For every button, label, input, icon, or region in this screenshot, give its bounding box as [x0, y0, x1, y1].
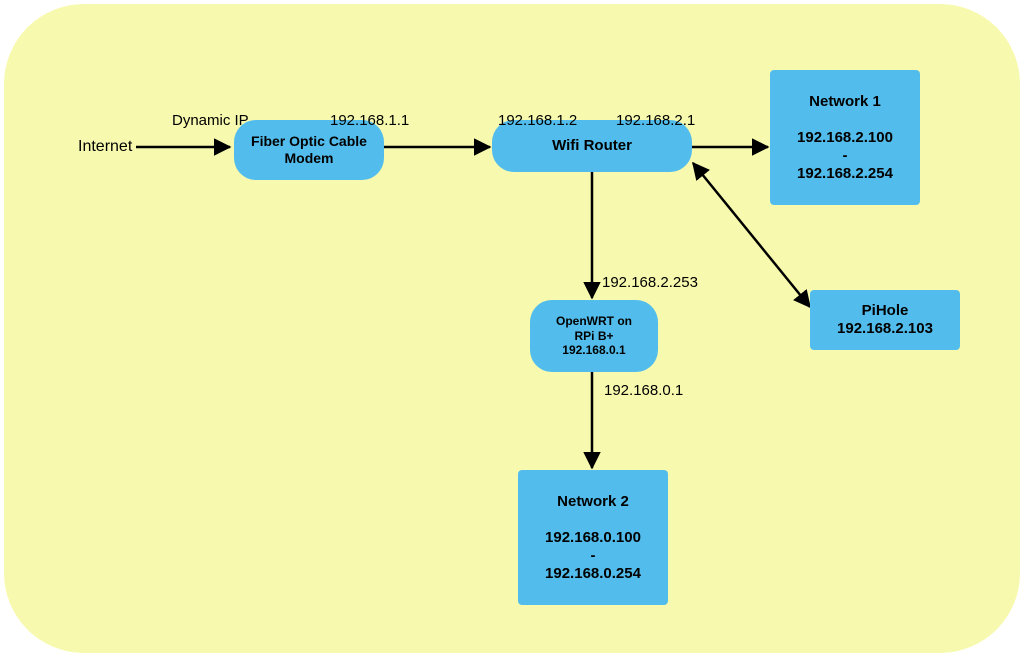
node-net2: Network 2 192.168.0.100 - 192.168.0.254 — [518, 470, 668, 605]
edge-label-e_router_openwrt-a: 192.168.2.253 — [602, 274, 698, 291]
node-modem: Fiber Optic Cable Modem — [234, 120, 384, 180]
node-net1: Network 1 192.168.2.100 - 192.168.2.254 — [770, 70, 920, 205]
internet-source-label: Internet — [78, 138, 132, 156]
edge-label-e_internet_modem-b: 192.168.1.1 — [330, 112, 409, 129]
edge-label-e_modem_router-a: 192.168.1.2 — [498, 112, 577, 129]
edge-label-e_internet_modem-a: Dynamic IP — [172, 112, 249, 129]
edge-label-e_openwrt_net2-a: 192.168.0.1 — [604, 382, 683, 399]
edge-label-e_modem_router-b: 192.168.2.1 — [616, 112, 695, 129]
node-openwrt: OpenWRT on RPi B+ 192.168.0.1 — [530, 300, 658, 372]
node-pihole: PiHole 192.168.2.103 — [810, 290, 960, 350]
